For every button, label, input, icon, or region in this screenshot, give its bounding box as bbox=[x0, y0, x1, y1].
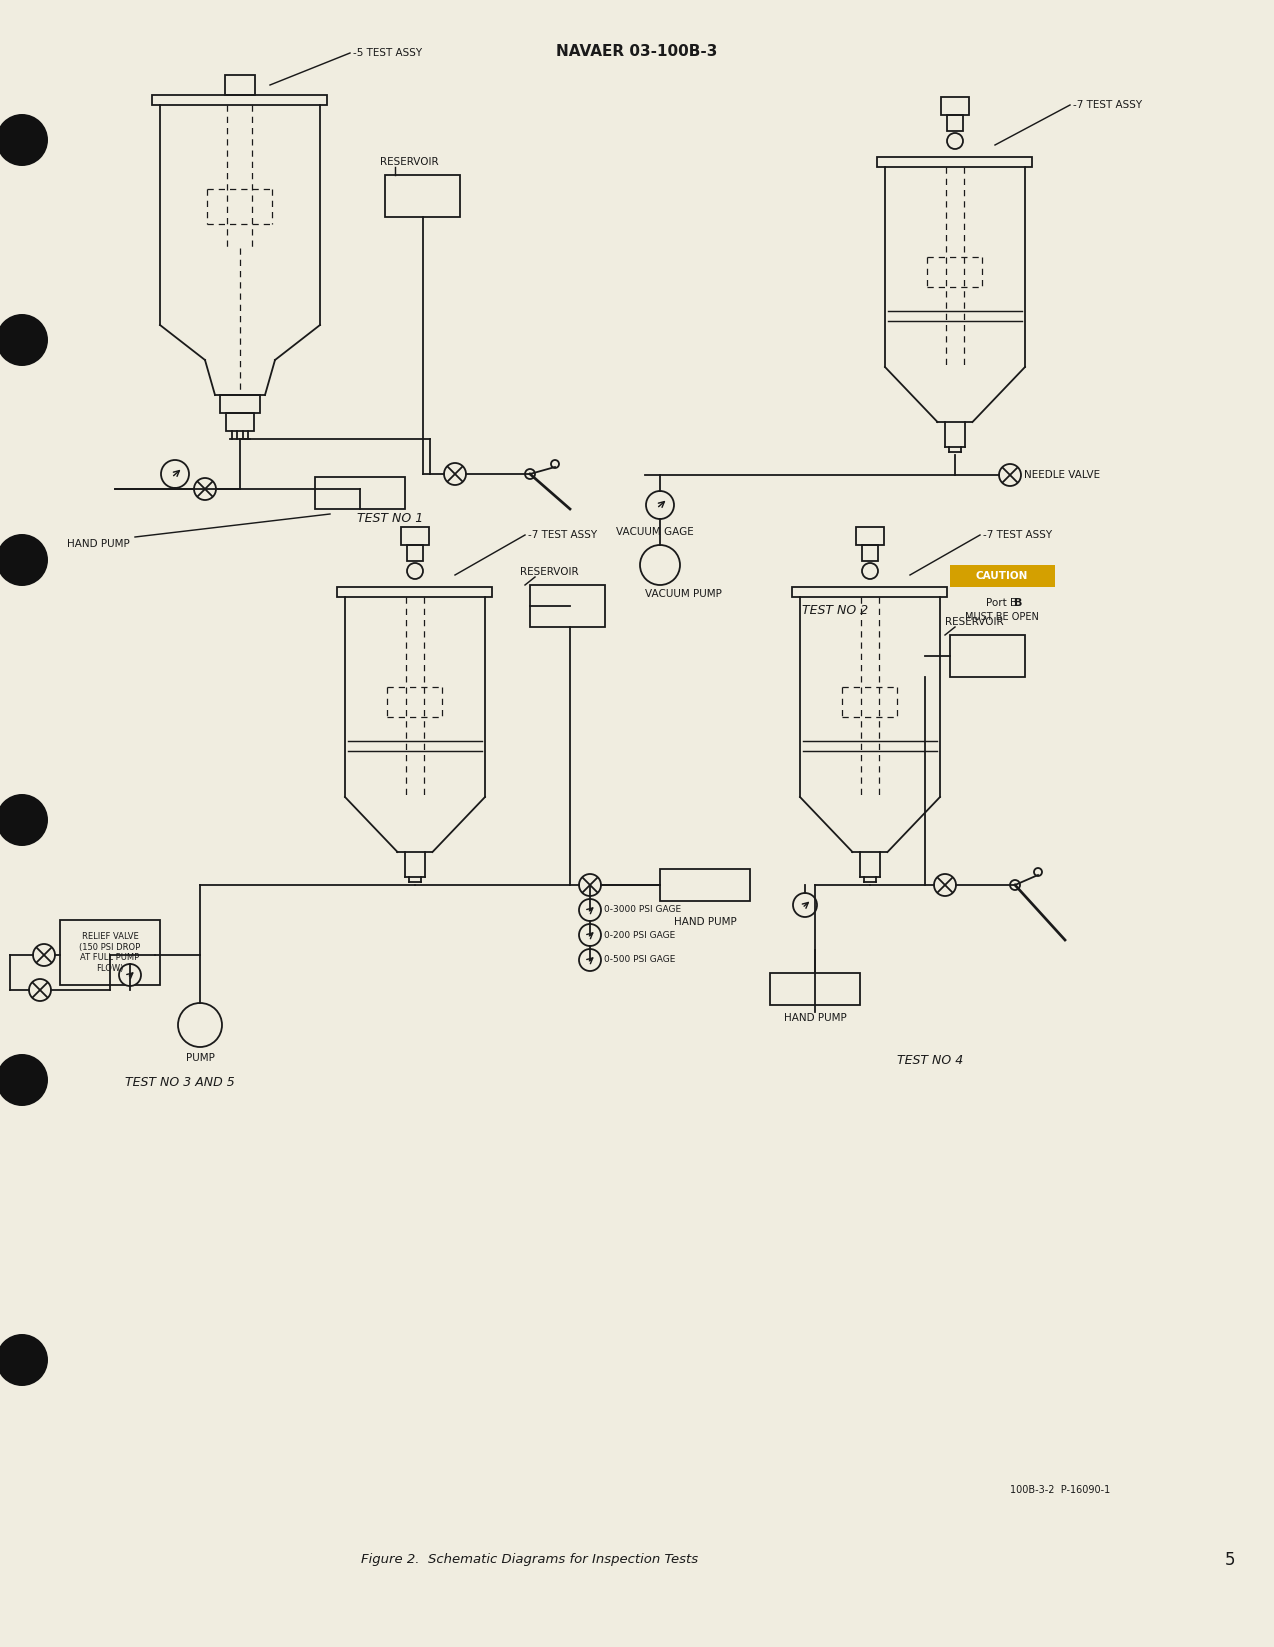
FancyBboxPatch shape bbox=[950, 565, 1055, 586]
Text: NAVAER 03-100B-3: NAVAER 03-100B-3 bbox=[557, 44, 717, 59]
Circle shape bbox=[578, 949, 601, 972]
Text: 0-500 PSI GAGE: 0-500 PSI GAGE bbox=[604, 955, 675, 965]
Text: HAND PUMP: HAND PUMP bbox=[674, 917, 736, 927]
Circle shape bbox=[792, 893, 817, 917]
Circle shape bbox=[161, 460, 189, 488]
Text: -5 TEST ASSY: -5 TEST ASSY bbox=[353, 48, 422, 58]
Text: B: B bbox=[1014, 598, 1022, 608]
Circle shape bbox=[999, 464, 1020, 486]
Text: VACUUM PUMP: VACUUM PUMP bbox=[645, 590, 722, 600]
Text: CAUTION: CAUTION bbox=[976, 572, 1028, 581]
Text: NEEDLE VALVE: NEEDLE VALVE bbox=[1024, 469, 1101, 479]
Text: PUMP: PUMP bbox=[186, 1052, 214, 1062]
Circle shape bbox=[646, 491, 674, 519]
Text: TEST NO 3 AND 5: TEST NO 3 AND 5 bbox=[125, 1077, 234, 1090]
Circle shape bbox=[0, 315, 48, 366]
Text: 100B-3-2  P-16090-1: 100B-3-2 P-16090-1 bbox=[1010, 1486, 1110, 1495]
Text: 0-3000 PSI GAGE: 0-3000 PSI GAGE bbox=[604, 906, 682, 914]
Text: -7 TEST ASSY: -7 TEST ASSY bbox=[984, 530, 1052, 540]
Text: MUST BE OPEN: MUST BE OPEN bbox=[966, 613, 1038, 623]
Text: -7 TEST ASSY: -7 TEST ASSY bbox=[1073, 100, 1142, 110]
Text: TEST NO 1: TEST NO 1 bbox=[357, 512, 423, 525]
Text: RELIEF VALVE
(150 PSI DROP
AT FULL PUMP
FLOW): RELIEF VALVE (150 PSI DROP AT FULL PUMP … bbox=[79, 932, 140, 973]
Circle shape bbox=[578, 875, 601, 896]
Text: HAND PUMP: HAND PUMP bbox=[68, 539, 130, 548]
Text: Port B: Port B bbox=[986, 598, 1018, 608]
Circle shape bbox=[0, 114, 48, 166]
Text: VACUUM GAGE: VACUUM GAGE bbox=[617, 527, 694, 537]
Circle shape bbox=[29, 978, 51, 1001]
Circle shape bbox=[445, 463, 466, 484]
Circle shape bbox=[0, 534, 48, 586]
Circle shape bbox=[578, 899, 601, 921]
Text: TEST NO 2: TEST NO 2 bbox=[801, 603, 868, 616]
Text: 0-200 PSI GAGE: 0-200 PSI GAGE bbox=[604, 931, 675, 939]
Text: Figure 2.  Schematic Diagrams for Inspection Tests: Figure 2. Schematic Diagrams for Inspect… bbox=[362, 1553, 698, 1566]
Circle shape bbox=[0, 1054, 48, 1107]
Text: HAND PUMP: HAND PUMP bbox=[784, 1013, 846, 1023]
Text: RESERVOIR: RESERVOIR bbox=[380, 156, 438, 166]
Circle shape bbox=[934, 875, 956, 896]
Circle shape bbox=[118, 963, 141, 987]
Text: RESERVOIR: RESERVOIR bbox=[945, 618, 1004, 628]
Circle shape bbox=[0, 794, 48, 847]
Circle shape bbox=[578, 924, 601, 945]
Text: RESERVOIR: RESERVOIR bbox=[520, 567, 578, 576]
Text: 5: 5 bbox=[1224, 1551, 1236, 1570]
Text: TEST NO 4: TEST NO 4 bbox=[897, 1054, 963, 1067]
Circle shape bbox=[33, 944, 55, 967]
Circle shape bbox=[194, 478, 217, 501]
Text: -7 TEST ASSY: -7 TEST ASSY bbox=[527, 530, 598, 540]
Circle shape bbox=[0, 1334, 48, 1387]
